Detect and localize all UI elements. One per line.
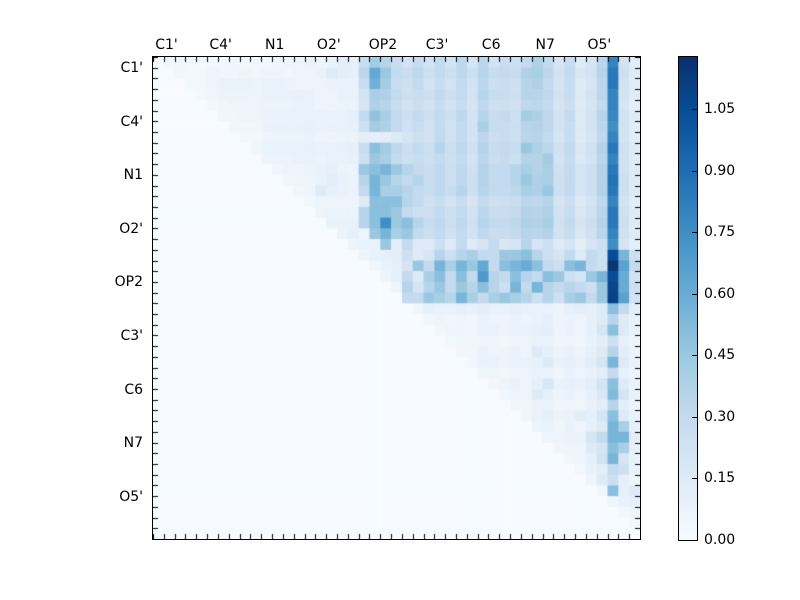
colorbar-tick xyxy=(692,417,697,418)
y-axis-label: N1 xyxy=(123,167,143,184)
colorbar-tick xyxy=(692,294,697,295)
y-axis-label: O5' xyxy=(119,488,143,505)
colorbar-gradient xyxy=(679,57,697,540)
colorbar-tick xyxy=(692,109,697,110)
x-axis-label: C3' xyxy=(425,37,449,53)
colorbar-tick-label: 0.00 xyxy=(704,532,736,548)
x-axis-label: OP2 xyxy=(368,37,398,53)
x-axis-label: C1' xyxy=(155,37,178,53)
heatmap-canvas xyxy=(153,57,640,539)
colorbar-tick-label: 0.90 xyxy=(704,162,736,179)
x-axis-label: C6 xyxy=(481,37,501,53)
y-axis-label: C3' xyxy=(120,327,143,344)
colorbar-tick-label: 0.60 xyxy=(704,285,736,302)
x-axis-label: O5' xyxy=(587,37,612,53)
colorbar-tick-label: 0.75 xyxy=(704,224,736,241)
x-axis-label: O2' xyxy=(316,37,341,53)
y-axis-label: C4' xyxy=(120,113,143,130)
colorbar-tick-label: 0.45 xyxy=(704,347,736,364)
x-axis-label: N1 xyxy=(265,37,285,53)
x-axis-label: C4' xyxy=(209,37,232,53)
colorbar-tick xyxy=(692,355,697,356)
heatmap-axes xyxy=(152,56,641,540)
y-axis-label: OP2 xyxy=(114,274,143,291)
colorbar-tick-label: 0.15 xyxy=(704,470,736,487)
colorbar-tick-label: 1.05 xyxy=(704,101,736,118)
y-axis-label: C6 xyxy=(124,381,143,398)
y-axis-label: C1' xyxy=(120,60,143,77)
x-axis-label: N7 xyxy=(535,37,555,53)
y-axis-label: O2' xyxy=(119,220,143,237)
colorbar xyxy=(678,56,698,541)
colorbar-tick-label: 0.30 xyxy=(704,408,736,425)
colorbar-tick xyxy=(692,478,697,479)
y-axis-label: N7 xyxy=(123,435,143,452)
colorbar-tick xyxy=(692,232,697,233)
colorbar-tick xyxy=(692,171,697,172)
